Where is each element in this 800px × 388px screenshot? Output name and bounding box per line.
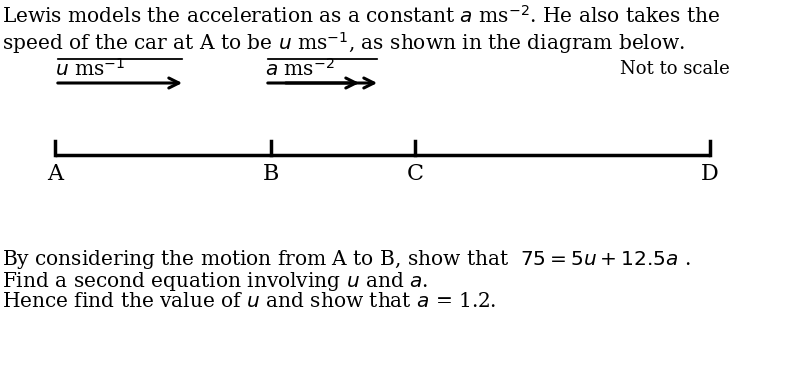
- Text: B: B: [263, 163, 279, 185]
- Text: Lewis models the acceleration as a constant $a$ ms$^{-2}$. He also takes the: Lewis models the acceleration as a const…: [2, 5, 720, 27]
- Text: $a$ ms$^{-2}$: $a$ ms$^{-2}$: [265, 58, 334, 80]
- Text: Find a second equation involving $u$ and $a$.: Find a second equation involving $u$ and…: [2, 270, 428, 293]
- Text: A: A: [47, 163, 63, 185]
- Text: D: D: [701, 163, 719, 185]
- Text: By considering the motion from A to B, show that  $75 = 5u +12.5a$ .: By considering the motion from A to B, s…: [2, 248, 690, 271]
- Text: Hence find the value of $u$ and show that $a$ = 1.2.: Hence find the value of $u$ and show tha…: [2, 292, 497, 311]
- Text: $u$ ms$^{-1}$: $u$ ms$^{-1}$: [55, 58, 125, 80]
- Text: Not to scale: Not to scale: [620, 60, 730, 78]
- Text: C: C: [406, 163, 424, 185]
- Text: speed of the car at A to be $u$ ms$^{-1}$, as shown in the diagram below.: speed of the car at A to be $u$ ms$^{-1}…: [2, 30, 686, 56]
